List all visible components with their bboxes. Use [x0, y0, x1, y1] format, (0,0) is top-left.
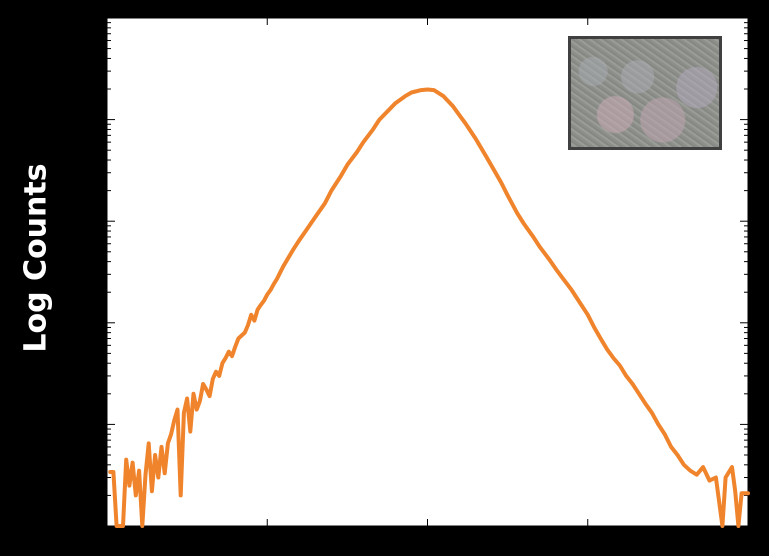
y-axis-label-wrap: Log Counts [0, 0, 70, 556]
x-tick-label: 0 [101, 535, 114, 556]
y-tick-label: 104 [70, 107, 104, 133]
y-tick-label: 105 [70, 5, 104, 31]
y-tick-label-exponent: 2 [95, 310, 104, 326]
y-tick-label-base: 10 [70, 515, 95, 539]
y-tick-label-base: 10 [70, 7, 95, 31]
x-tick-label: 100 [408, 535, 446, 556]
x-tick-label: 200 [729, 535, 767, 556]
x-tick-label: 150 [569, 535, 607, 556]
y-tick-label-exponent: 3 [95, 208, 104, 224]
y-tick-label-exponent: 5 [95, 5, 104, 21]
y-tick-label: 103 [70, 208, 104, 234]
y-tick-label-exponent: 4 [95, 107, 104, 123]
y-tick-label-exponent: 0 [95, 513, 104, 529]
series-line [108, 87, 750, 528]
x-axis: 0 50 100 150 200 [101, 18, 767, 556]
y-tick-label: 102 [70, 310, 104, 336]
x-tick-label: 50 [255, 535, 280, 556]
y-tick-label-base: 10 [70, 210, 95, 234]
y-tick-label-base: 10 [70, 109, 95, 133]
y-tick-label: 100 [70, 513, 104, 539]
y-tick-label-exponent: 1 [95, 411, 104, 427]
inset-texture-image [568, 36, 722, 150]
y-tick-label: 101 [70, 411, 104, 437]
y-axis-label: Log Counts [18, 163, 54, 353]
y-tick-label-base: 10 [70, 413, 95, 437]
y-tick-label-base: 10 [70, 312, 95, 336]
